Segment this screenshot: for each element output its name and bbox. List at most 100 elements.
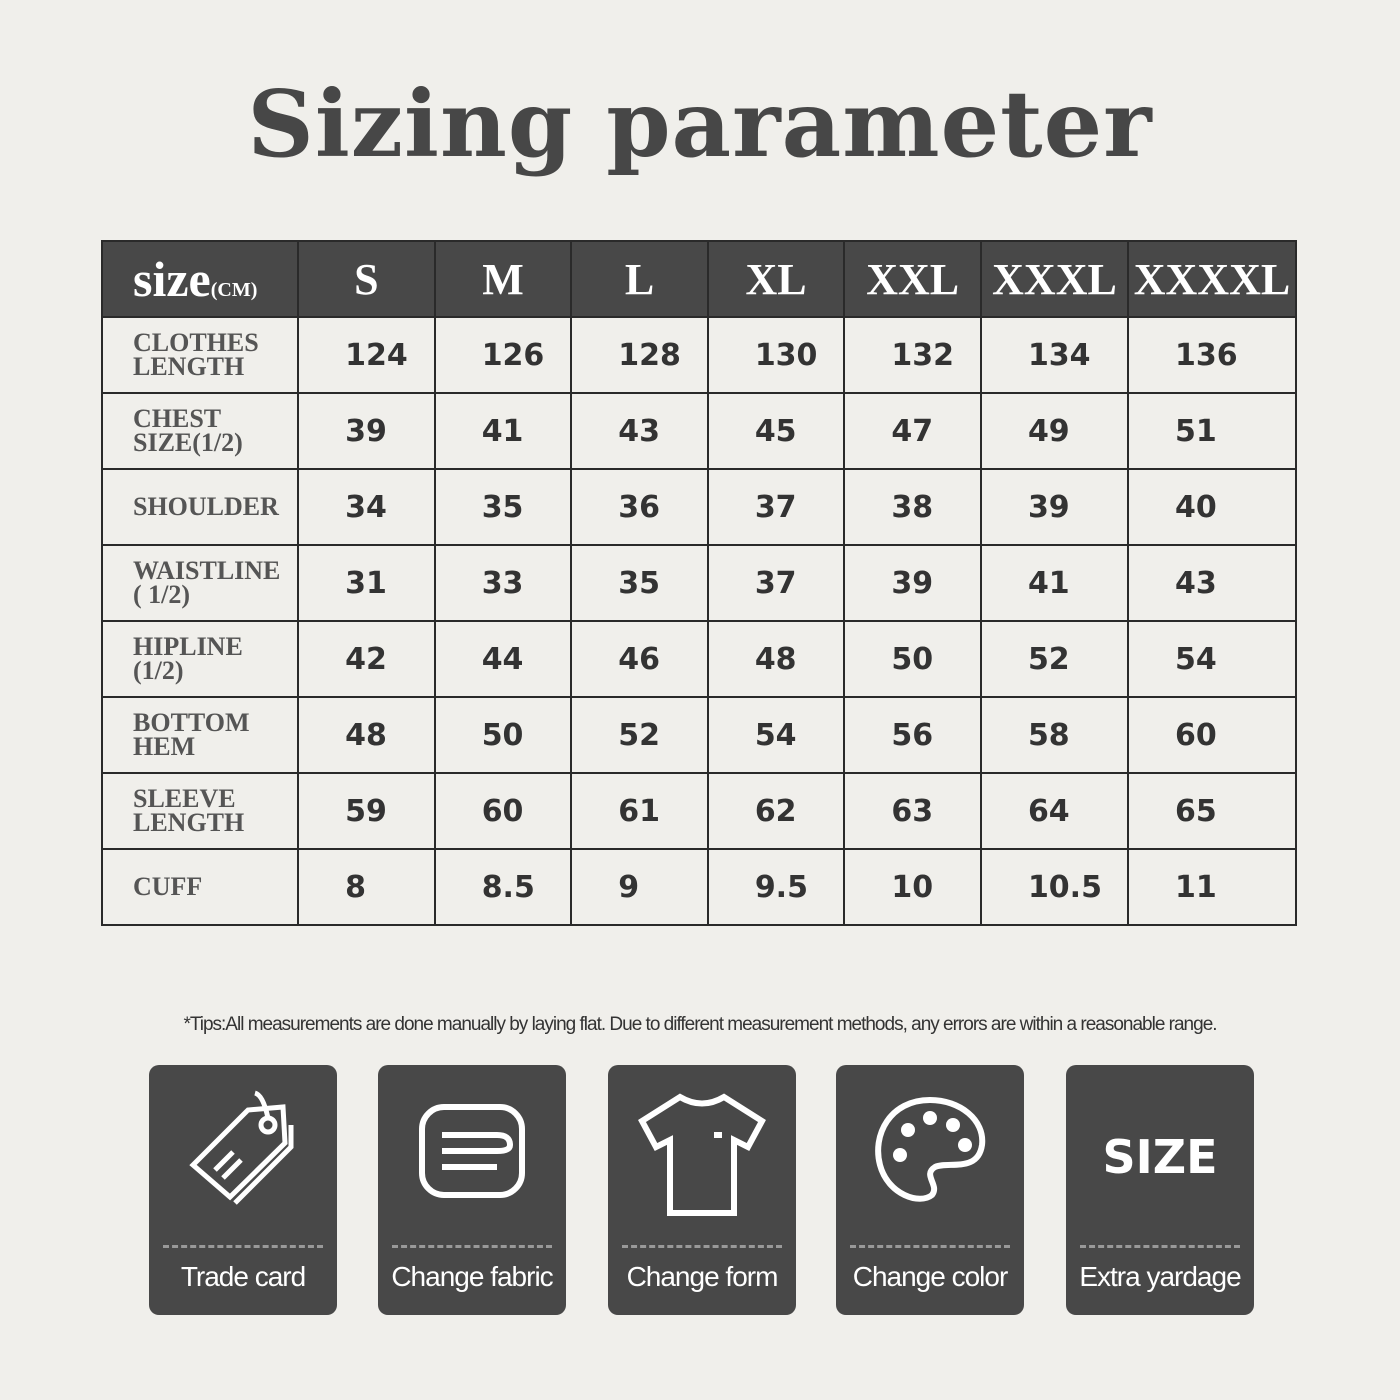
cell-value: 60 [1127,696,1297,774]
row-label: SHOULDER [100,468,300,546]
palette-icon [875,1096,986,1202]
cell-value: 62 [706,772,846,850]
size-icon-text: SIZE [1102,1130,1217,1184]
cell-value: 37 [706,468,846,546]
card-label: Change fabric [391,1261,553,1292]
size-header-L: L [570,240,709,318]
cell-value: 52 [979,620,1130,698]
cell-value: 132 [843,316,982,394]
table-row: SHOULDER 34 35 36 37 38 39 40 [100,468,1297,546]
cell-value: 39 [843,544,982,622]
cell-value: 9.5 [706,848,846,926]
feature-card: Trade card [149,1065,337,1315]
cell-value: 44 [433,620,573,698]
cell-value: 8.5 [433,848,573,926]
cell-value: 40 [1127,468,1297,546]
feature-card: Change color [836,1065,1024,1315]
cell-value: 8 [297,848,436,926]
size-table: size(CM) S M L XL XXL XXXL XXXXL CLOTHES LENGTH… [100,240,1297,926]
cell-value: 56 [843,696,982,774]
size-header-S: S [297,240,436,318]
cell-value: 36 [570,468,709,546]
table-row: BOTTOM HEM 48 50 52 54 56 58 60 [100,696,1297,774]
row-label: CHEST SIZE(1/2) [100,392,300,470]
row-label: CUFF [100,848,300,926]
feature-card: SIZE Extra yardage [1066,1065,1254,1315]
cell-value: 50 [843,620,982,698]
cell-value: 43 [1127,544,1297,622]
cell-value: 10.5 [979,848,1130,926]
size-header-XL: XL [706,240,846,318]
card-label: Trade card [180,1261,306,1292]
cell-value: 42 [297,620,436,698]
cell-value: 128 [570,316,709,394]
cell-value: 134 [979,316,1130,394]
cell-value: 126 [433,316,573,394]
page-title: Sizing parameter [247,70,1153,178]
cell-value: 10 [843,848,982,926]
tshirt-icon [638,1093,766,1216]
table-row: CLOTHES LENGTH 124 126 128 130 132 134 136 [100,316,1297,394]
size-icon: SIZE [1102,1130,1217,1184]
feature-card: Change form [608,1065,796,1315]
cell-value: 35 [433,468,573,546]
row-label: SLEEVE LENGTH [100,772,300,850]
cell-value: 59 [297,772,436,850]
divider [163,1245,323,1248]
cell-value: 35 [570,544,709,622]
row-label: WAISTLINE ( 1/2) [100,544,300,622]
cell-value: 63 [843,772,982,850]
table-row: CHEST SIZE(1/2) 39 41 43 45 47 49 51 [100,392,1297,470]
table-row: CUFF 8 8.5 9 9.5 10 10.5 11 [100,848,1297,926]
cell-value: 38 [843,468,982,546]
cell-value: 48 [706,620,846,698]
cell-value: 43 [570,392,709,470]
cell-value: 58 [979,696,1130,774]
cell-value: 60 [433,772,573,850]
cell-value: 54 [1127,620,1297,698]
cell-value: 64 [979,772,1130,850]
tag-icon [189,1090,294,1205]
cell-value: 11 [1127,848,1297,926]
row-label: CLOTHES LENGTH [100,316,300,394]
table-row: HIPLINE (1/2) 42 44 46 48 50 52 54 [100,620,1297,698]
size-header-XXXL: XXXL [979,240,1130,318]
cell-value: 39 [979,468,1130,546]
cell-value: 46 [570,620,709,698]
size-header-XXL: XXL [843,240,982,318]
cell-value: 61 [570,772,709,850]
divider [1080,1245,1240,1248]
cell-value: 52 [570,696,709,774]
size-header-XXXXL: XXXXL [1127,240,1297,318]
card-label: Extra yardage [1079,1261,1241,1292]
cell-value: 34 [297,468,436,546]
header-size-label: size(CM) [100,240,300,318]
cell-value: 49 [979,392,1130,470]
table-row: WAISTLINE ( 1/2) 31 33 35 37 39 41 43 [100,544,1297,622]
fabric-icon [419,1104,525,1198]
cell-value: 31 [297,544,436,622]
cell-value: 47 [843,392,982,470]
cell-value: 39 [297,392,436,470]
card-label: Change form [626,1261,779,1292]
row-label: HIPLINE (1/2) [100,620,300,698]
cell-value: 50 [433,696,573,774]
cell-value: 41 [433,392,573,470]
cell-value: 48 [297,696,436,774]
cell-value: 54 [706,696,846,774]
cell-value: 33 [433,544,573,622]
cell-value: 9 [570,848,709,926]
tips-text: *Tips:All measurements are done manually… [183,1014,1217,1035]
size-header-M: M [433,240,573,318]
cell-value: 45 [706,392,846,470]
cell-value: 51 [1127,392,1297,470]
cell-value: 124 [297,316,436,394]
table-row: SLEEVE LENGTH 59 60 61 62 63 64 65 [100,772,1297,850]
divider [392,1245,552,1248]
cell-value: 41 [979,544,1130,622]
cell-value: 65 [1127,772,1297,850]
divider [622,1245,782,1248]
card-label: Change color [852,1261,1009,1292]
feature-card: Change fabric [378,1065,566,1315]
cell-value: 136 [1127,316,1297,394]
